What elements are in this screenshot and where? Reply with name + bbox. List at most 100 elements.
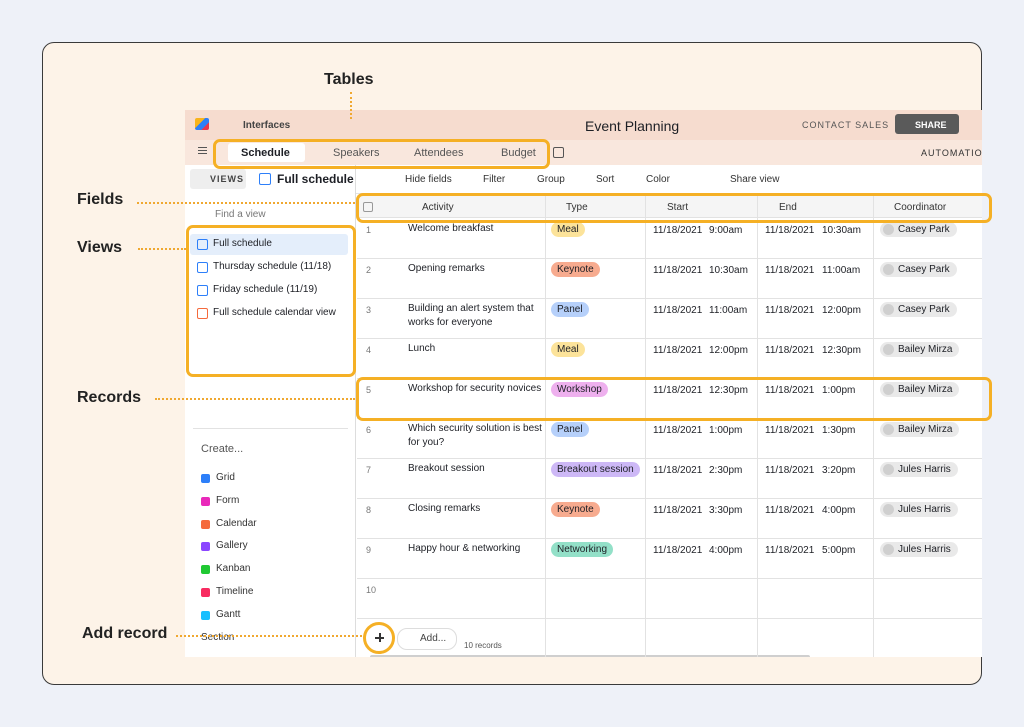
activity[interactable]: Workshop for security novices bbox=[408, 383, 542, 394]
views-toggle[interactable] bbox=[190, 169, 246, 189]
view-search[interactable]: Find a view bbox=[215, 209, 266, 220]
activity[interactable]: Closing remarks bbox=[408, 503, 481, 514]
end-time: 3:20pm bbox=[822, 465, 856, 476]
records-box bbox=[356, 377, 992, 421]
type-pill[interactable]: Meal bbox=[551, 342, 585, 357]
create-item[interactable]: Form bbox=[216, 494, 240, 506]
column-divider bbox=[873, 195, 874, 657]
create-item[interactable]: Timeline bbox=[216, 586, 254, 597]
table-tab[interactable]: Attendees bbox=[414, 147, 464, 159]
coordinator[interactable]: Bailey Mirza bbox=[880, 342, 960, 357]
column-divider bbox=[757, 195, 758, 657]
coordinator[interactable]: Jules Harris bbox=[880, 502, 958, 517]
fields-box bbox=[356, 193, 992, 223]
column-header[interactable]: Type bbox=[566, 202, 588, 213]
end-date: 11/18/2021 bbox=[765, 265, 815, 276]
row-line bbox=[357, 458, 982, 459]
coordinator[interactable]: Casey Park bbox=[880, 262, 957, 277]
column-header[interactable]: Coordinator bbox=[894, 202, 947, 213]
leader bbox=[350, 92, 352, 119]
create-heading[interactable]: Create... bbox=[201, 443, 244, 455]
type-pill[interactable]: Workshop bbox=[551, 382, 608, 397]
activity[interactable]: Welcome breakfast bbox=[408, 223, 494, 234]
coordinator[interactable]: Jules Harris bbox=[880, 542, 958, 557]
row-number: 6 bbox=[366, 425, 372, 435]
column-header[interactable]: End bbox=[779, 202, 797, 213]
views-label[interactable]: VIEWS bbox=[210, 174, 245, 184]
type-pill[interactable]: Breakout session bbox=[551, 462, 640, 477]
toolbar-button[interactable]: Hide fields bbox=[405, 174, 452, 185]
start-date: 11/18/2021 bbox=[653, 305, 703, 316]
view-item[interactable]: Thursday schedule (11/18) bbox=[213, 261, 332, 272]
table-tab[interactable]: Schedule bbox=[241, 147, 290, 159]
leader bbox=[155, 398, 355, 400]
activity[interactable]: Lunch bbox=[408, 343, 436, 354]
add-table-icon[interactable] bbox=[553, 147, 564, 158]
create-item[interactable]: Kanban bbox=[216, 563, 251, 575]
view-item[interactable]: Friday schedule (11/19) bbox=[213, 284, 318, 295]
leader bbox=[138, 248, 186, 250]
create-item[interactable]: Gallery bbox=[216, 540, 248, 552]
end-date: 11/18/2021 bbox=[765, 425, 815, 436]
column-divider bbox=[645, 195, 646, 657]
toolbar-button[interactable]: Share view bbox=[730, 174, 780, 185]
view-icon bbox=[197, 262, 208, 273]
add-button[interactable] bbox=[397, 628, 457, 650]
create-item[interactable]: Gantt bbox=[216, 608, 241, 620]
view-item[interactable]: Full schedule bbox=[213, 238, 272, 249]
coordinator[interactable]: Bailey Mirza bbox=[880, 422, 960, 437]
create-item[interactable]: Section bbox=[201, 631, 235, 643]
activity[interactable]: Building an alert system that works for … bbox=[408, 303, 534, 328]
table-tab[interactable]: Budget bbox=[501, 147, 536, 159]
type-pill[interactable]: Networking bbox=[551, 542, 614, 557]
coordinator[interactable]: Casey Park bbox=[880, 222, 957, 237]
end-time: 10:30am bbox=[822, 225, 861, 236]
toolbar-button[interactable]: Group bbox=[537, 174, 565, 185]
end-time: 12:30pm bbox=[822, 345, 861, 356]
interfaces-link[interactable]: Interfaces bbox=[243, 120, 291, 131]
end-time: 1:30pm bbox=[822, 425, 856, 436]
type-pill[interactable]: Keynote bbox=[551, 262, 600, 277]
annotation: Tables bbox=[324, 71, 374, 88]
row-number: 5 bbox=[366, 385, 372, 395]
column-header[interactable]: Start bbox=[667, 202, 689, 213]
checkbox[interactable] bbox=[363, 202, 373, 212]
row-number: 2 bbox=[366, 265, 372, 275]
toolbar-button[interactable]: Sort bbox=[596, 174, 615, 185]
end-date: 11/18/2021 bbox=[765, 305, 815, 316]
create-item[interactable]: Grid bbox=[216, 472, 235, 483]
view-item[interactable]: Full schedule calendar view bbox=[213, 307, 336, 318]
start-time: 12:30pm bbox=[709, 385, 748, 396]
add-label[interactable]: Add... bbox=[420, 633, 447, 644]
type-pill[interactable]: Panel bbox=[551, 302, 589, 317]
annotation: Add record bbox=[82, 625, 168, 642]
type-pill[interactable]: Panel bbox=[551, 422, 589, 437]
start-time: 9:00am bbox=[709, 225, 743, 236]
base-name[interactable]: Event Planning bbox=[585, 118, 680, 134]
column-header[interactable]: Activity bbox=[422, 202, 454, 213]
menu-icon[interactable] bbox=[198, 147, 207, 148]
activity[interactable]: Which security solution is best for you? bbox=[408, 423, 542, 448]
coordinator[interactable]: Casey Park bbox=[880, 302, 957, 317]
activity[interactable]: Opening remarks bbox=[408, 263, 485, 274]
automations[interactable]: AUTOMATION bbox=[921, 148, 982, 158]
table-tab[interactable]: Speakers bbox=[333, 147, 380, 159]
share-label[interactable]: SHARE bbox=[915, 120, 947, 130]
toolbar-button[interactable]: Color bbox=[646, 174, 670, 185]
type-pill[interactable]: Keynote bbox=[551, 502, 600, 517]
share-button[interactable] bbox=[895, 114, 959, 134]
toolbar-button[interactable]: Filter bbox=[483, 174, 506, 185]
contact-sales[interactable]: CONTACT SALES bbox=[802, 120, 890, 130]
coordinator[interactable]: Jules Harris bbox=[880, 462, 958, 477]
type-pill[interactable]: Meal bbox=[551, 222, 585, 237]
create-item[interactable]: Calendar bbox=[216, 517, 257, 529]
create-icon bbox=[201, 474, 210, 483]
activity[interactable]: Breakout session bbox=[408, 463, 485, 474]
coordinator[interactable]: Bailey Mirza bbox=[880, 382, 960, 397]
current-view[interactable]: Full schedule bbox=[277, 172, 354, 186]
start-time: 2:30pm bbox=[709, 465, 743, 476]
activity[interactable]: Happy hour & networking bbox=[408, 543, 521, 554]
view-icon bbox=[197, 285, 208, 296]
start-date: 11/18/2021 bbox=[653, 265, 703, 276]
row-line bbox=[357, 618, 982, 619]
